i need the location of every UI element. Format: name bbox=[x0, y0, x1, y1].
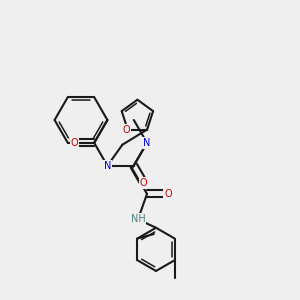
Text: O: O bbox=[164, 189, 172, 199]
Text: O: O bbox=[122, 124, 130, 135]
Text: N: N bbox=[143, 138, 151, 148]
Text: O: O bbox=[71, 138, 79, 148]
Text: N: N bbox=[104, 161, 111, 171]
Text: O: O bbox=[140, 178, 147, 188]
Text: NH: NH bbox=[130, 214, 146, 224]
